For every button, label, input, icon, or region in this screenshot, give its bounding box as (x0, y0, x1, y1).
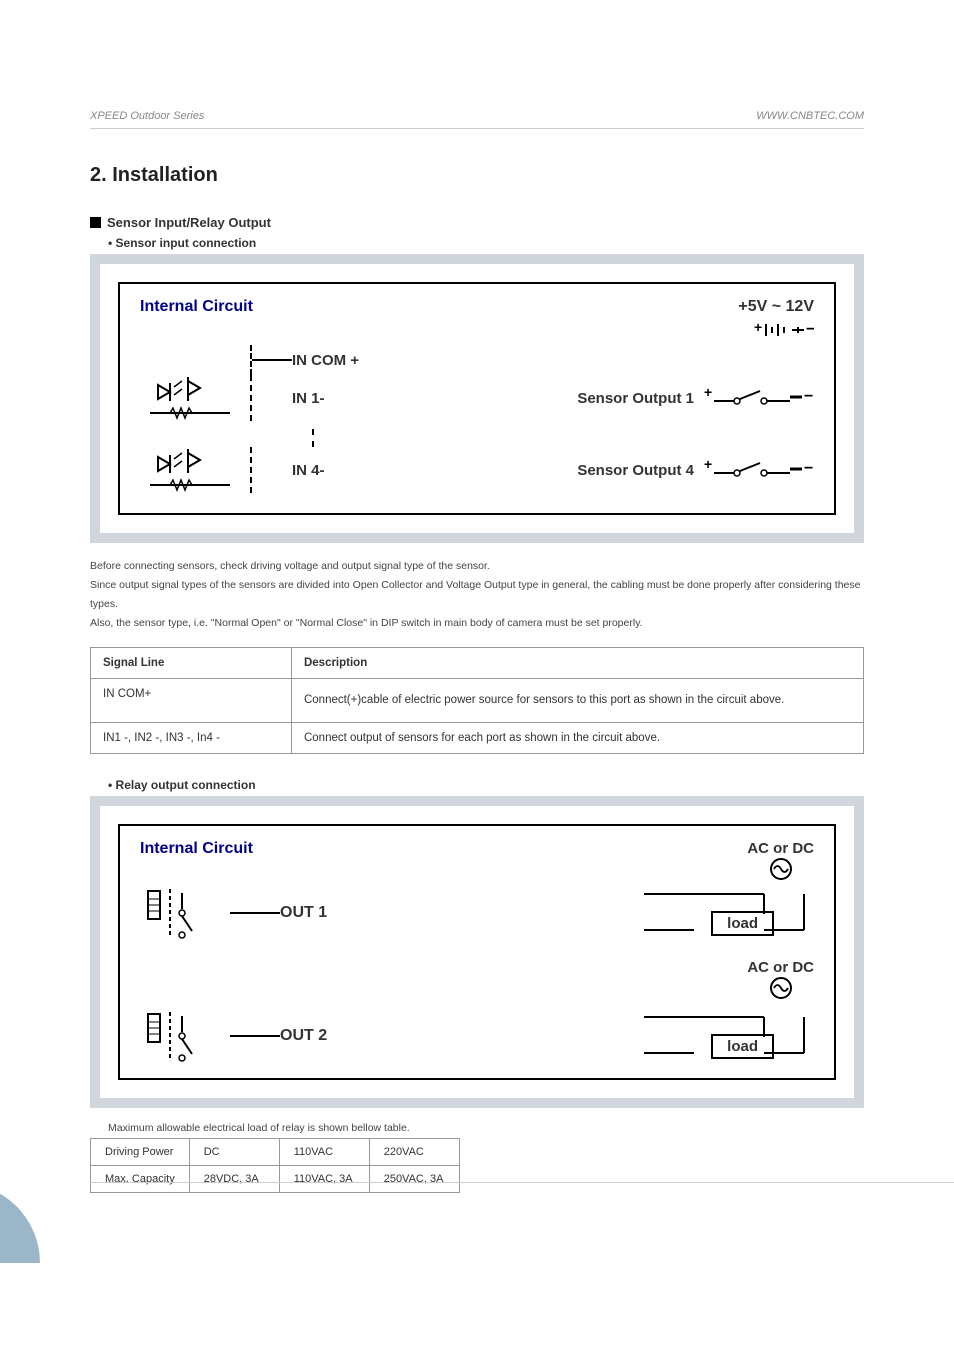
opto-symbol-1 (140, 375, 250, 421)
switch-symbol-4: + − (704, 455, 814, 485)
subsection-sensor-input: • Sensor input connection (108, 236, 864, 250)
page-header: XPEED Outdoor Series WWW.CNBTEC.COM (90, 110, 864, 129)
svg-text:−: − (806, 321, 814, 338)
relay-output-diagram: Internal Circuit AC or DC (90, 796, 864, 1108)
svg-text:+: + (704, 456, 712, 472)
footer-divider (90, 1182, 954, 1183)
acdc-label-1: AC or DC (747, 840, 814, 885)
t2-r0c0: Driving Power (91, 1138, 190, 1165)
relay-symbol-2 (140, 1008, 230, 1064)
out1-label: OUT 1 (280, 904, 390, 922)
td-incom-desc: Connect(+)cable of electric power source… (291, 678, 863, 722)
in-com-label: IN COM + (292, 352, 402, 369)
sensor-input-diagram: Internal Circuit +5V ~ 12V + − (90, 254, 864, 543)
t2-r1c1: 28VDC, 3A (189, 1165, 279, 1192)
square-bullet-icon (90, 217, 101, 228)
t2-r1c2: 110VAC, 3A (279, 1165, 369, 1192)
th-description: Description (291, 647, 863, 678)
header-left: XPEED Outdoor Series (90, 110, 204, 122)
para1: Before connecting sensors, check driving… (90, 560, 490, 572)
page-title: 2. Installation (90, 164, 864, 187)
battery-icon: + − (754, 320, 814, 340)
t2-r0c1: DC (189, 1138, 279, 1165)
out2-label: OUT 2 (280, 1027, 390, 1045)
t2-r1c0: Max. Capacity (91, 1165, 190, 1192)
voltage-label: +5V ~ 12V (738, 298, 814, 316)
switch-symbol-1: + − (704, 383, 814, 413)
header-right: WWW.CNBTEC.COM (756, 110, 864, 122)
svg-text:−: − (804, 388, 813, 405)
sensor-out1-label: Sensor Output 1 (577, 390, 694, 407)
td-in1-4-desc: Connect output of sensors for each port … (291, 722, 863, 753)
t2-r0c2: 110VAC (279, 1138, 369, 1165)
in1-label: IN 1- (292, 390, 402, 407)
table2-caption: Maximum allowable electrical load of rel… (108, 1122, 864, 1134)
subsection-relay-output: • Relay output connection (108, 778, 864, 792)
th-signal-line: Signal Line (91, 647, 292, 678)
section-heading: Sensor Input/Relay Output (90, 215, 864, 230)
para3: Also, the sensor type, i.e. "Normal Open… (90, 617, 643, 629)
description-text: Before connecting sensors, check driving… (90, 557, 864, 633)
signal-line-table: Signal Line Description IN COM+ Connect(… (90, 647, 864, 754)
t2-r1c3: 250VAC, 3A (369, 1165, 459, 1192)
in4-label: IN 4- (292, 462, 402, 479)
svg-text:+: + (704, 384, 712, 400)
t2-r0c3: 220VAC (369, 1138, 459, 1165)
section-label: Sensor Input/Relay Output (107, 215, 271, 230)
load-label-2: load (711, 1034, 774, 1059)
page-number: 14 (0, 1183, 40, 1263)
ac-source-icon-1 (766, 857, 796, 881)
svg-text:−: − (804, 460, 813, 477)
acdc-label-2: AC or DC (747, 959, 814, 1004)
ac-source-icon-2 (766, 976, 796, 1000)
sensor-out4-label: Sensor Output 4 (577, 462, 694, 479)
internal-circuit-label-2: Internal Circuit (140, 840, 253, 879)
load-label-1: load (711, 911, 774, 936)
opto-symbol-4 (140, 447, 250, 493)
relay-symbol-1 (140, 885, 230, 941)
td-incom: IN COM+ (91, 678, 292, 722)
relay-load-table: Driving Power DC 110VAC 220VAC Max. Capa… (90, 1138, 460, 1193)
internal-circuit-label: Internal Circuit (140, 298, 253, 316)
para2: Since output signal types of the sensors… (90, 579, 860, 610)
td-in1-4: IN1 -, IN2 -, IN3 -, In4 - (91, 722, 292, 753)
svg-text:+: + (754, 320, 762, 335)
